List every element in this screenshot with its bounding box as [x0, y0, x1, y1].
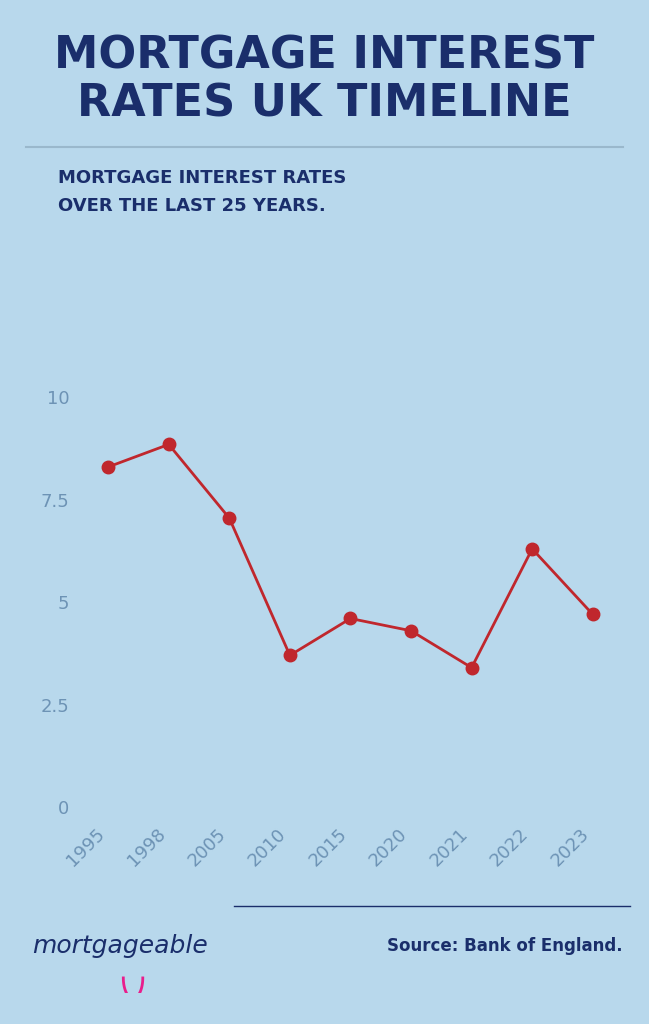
Text: MORTGAGE INTEREST: MORTGAGE INTEREST [55, 35, 594, 78]
Text: RATES UK TIMELINE: RATES UK TIMELINE [77, 83, 572, 126]
Text: OVER THE LAST 25 YEARS.: OVER THE LAST 25 YEARS. [58, 197, 326, 215]
Text: Source: Bank of England.: Source: Bank of England. [387, 937, 623, 955]
Text: mortgageable: mortgageable [32, 934, 208, 958]
Text: MORTGAGE INTEREST RATES: MORTGAGE INTEREST RATES [58, 169, 347, 187]
